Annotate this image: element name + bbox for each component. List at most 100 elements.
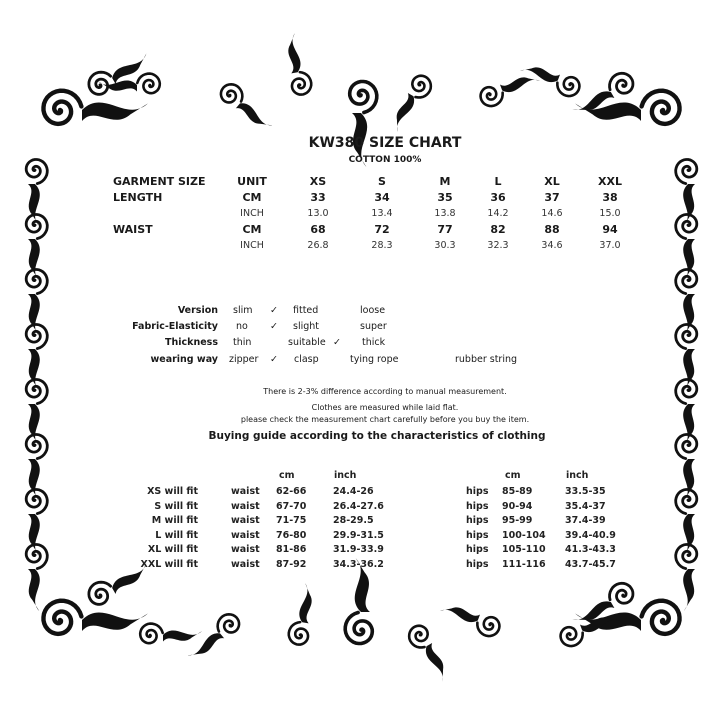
fit-size-label: XL will fit [147,544,198,556]
header-size: XS [309,175,327,188]
swirl-ornament [674,158,699,226]
corner-swirl [87,563,147,606]
attribute-option: super [360,321,387,332]
size-cell: 26.8 [307,240,329,251]
waist-cm: 62-66 [276,486,307,497]
waist-inch: 29.9-31.5 [333,529,384,541]
size-cell: 38 [602,191,618,204]
waist-label: waist [231,500,260,512]
row-label: WAIST [113,223,153,236]
swirl-ornament [559,617,621,648]
swirl-ornament [138,622,202,645]
waist-inch: 28-29.5 [333,515,374,527]
hips-label: hips [466,529,489,541]
size-cell: 88 [544,223,560,236]
swirl-ornament [674,323,699,391]
swirl-ornament [674,213,699,281]
size-cell: 33 [310,191,326,204]
size-cell: 32.3 [487,240,509,251]
header-waist-cm: cm [279,470,295,481]
fit-size-label: XXL will fit [140,559,198,570]
waist-cm: 76-80 [276,529,307,541]
header-size: XL [544,175,560,188]
size-cell: 13.0 [307,208,329,219]
waist-label: waist [231,486,260,497]
hips-label: hips [466,515,489,527]
attribute-option: slim [233,305,253,316]
swirl-ornament [674,488,699,556]
header-hips-inch: inch [566,470,589,481]
hips-inch: 39.4-40.9 [565,529,616,541]
hips-cm: 85-89 [502,486,533,497]
size-cell: 14.2 [487,208,509,219]
swirl-ornament [407,624,444,682]
attribute-option: rubber string [455,354,518,365]
corner-swirl [41,88,148,127]
hips-cm: 111-116 [502,559,546,570]
waist-inch: 31.9-33.9 [333,544,384,556]
center-crest [343,558,375,646]
size-cell: 77 [437,223,453,236]
swirl-ornament [24,488,49,556]
header-garment-size: GARMENT SIZE [113,175,206,188]
hips-cm: 95-99 [502,515,533,527]
attribute-label: wearing way [150,354,218,365]
buying-guide-title: Buying guide according to the characteri… [208,430,546,442]
size-cell: 15.0 [599,208,621,219]
swirl-ornament [439,607,501,638]
swirl-ornament [24,268,49,336]
corner-swirl [572,581,635,620]
attribute-option: clasp [294,354,319,365]
header-waist-inch: inch [334,470,357,481]
size-cell: 94 [602,223,618,236]
checkmark-icon: ✓ [270,354,278,365]
corner-swirl [575,598,682,637]
fit-size-label: L will fit [155,529,198,541]
waist-label: waist [231,544,260,556]
row-unit: CM [242,191,262,204]
hips-inch: 37.4-39 [565,515,606,527]
row-unit: INCH [240,240,264,251]
swirl-ornament [24,323,49,391]
hips-cm: 90-94 [502,500,533,512]
size-cell: 37 [544,191,560,204]
hips-inch: 35.4-37 [565,500,606,512]
attribute-label: Thickness [165,337,218,348]
attribute-option: fitted [293,305,319,316]
note-3: please check the measurement chart caref… [240,415,530,424]
size-cell: 34 [374,191,390,204]
swirl-ornament [519,67,581,98]
note-2: Clothes are measured while laid flat. [311,403,459,412]
header-size: S [378,175,386,188]
hips-inch: 43.7-45.7 [565,559,616,570]
row-label: LENGTH [113,191,163,204]
checkmark-icon: ✓ [270,321,278,332]
swirl-ornament [24,433,49,501]
swirl-ornament [674,378,699,446]
material-label: COTTON 100% [348,155,422,165]
waist-label: waist [231,559,260,570]
size-cell: 36 [490,191,506,204]
size-cell: 14.6 [541,208,563,219]
size-cell: 34.6 [541,240,563,251]
hips-label: hips [466,544,489,556]
swirl-ornament [98,72,162,95]
swirl-ornament [674,543,699,611]
size-cell: 72 [374,223,390,236]
hips-inch: 41.3-43.3 [565,544,616,556]
swirl-ornament [674,268,699,336]
corner-swirl [87,53,147,96]
waist-cm: 87-92 [276,559,307,570]
hips-label: hips [466,486,489,497]
waist-inch: 24.4-26 [333,486,374,497]
size-cell: 37.0 [599,240,621,251]
swirl-ornament [674,433,699,501]
attribute-label: Fabric-Elasticity [132,321,218,332]
waist-label: waist [231,529,260,541]
waist-cm: 71-75 [276,515,307,527]
size-cell: 28.3 [371,240,393,251]
swirl-ornament [396,74,433,132]
waist-inch: 34.3-36.2 [333,559,384,570]
header-size: M [439,175,451,188]
